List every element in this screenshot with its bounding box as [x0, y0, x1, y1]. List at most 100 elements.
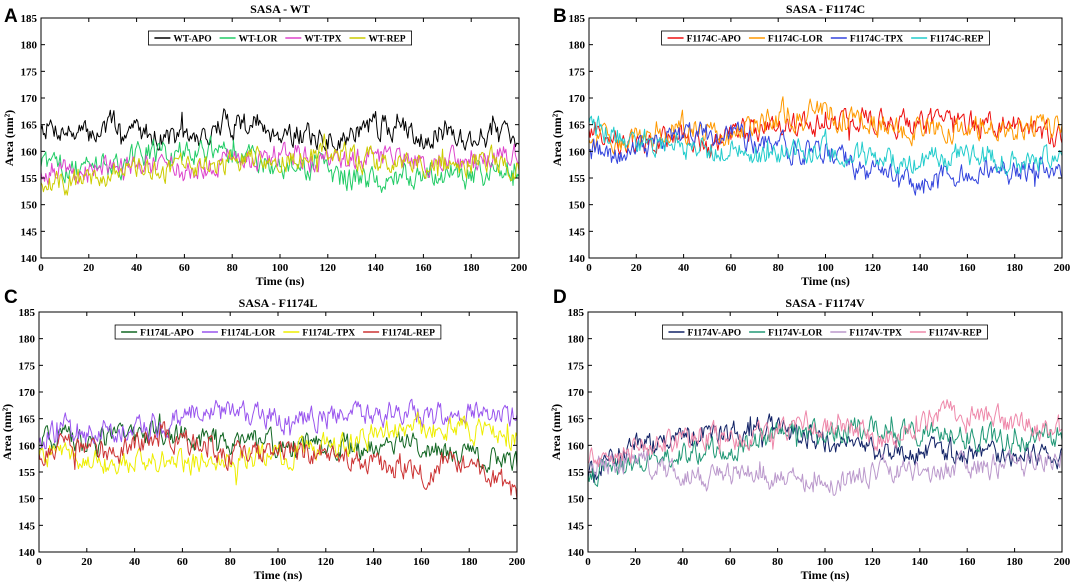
- y-tick-label: 165: [19, 414, 36, 426]
- y-tick-label: 175: [21, 66, 38, 78]
- y-tick-label: 145: [569, 226, 586, 238]
- y-tick-label: 155: [569, 173, 586, 185]
- series-line-f1174v-tpx: [588, 448, 1062, 496]
- x-tick-label: 20: [81, 556, 93, 568]
- series-group: [588, 399, 1062, 496]
- y-tick-label: 140: [19, 547, 36, 559]
- y-tick-label: 140: [568, 547, 585, 559]
- y-tick-label: 185: [568, 307, 585, 319]
- y-tick-label: 145: [21, 226, 38, 238]
- x-tick-label: 200: [1054, 556, 1071, 568]
- x-tick-label: 80: [225, 556, 237, 568]
- series-line-f1174c-lor: [589, 96, 1062, 155]
- y-axis-label: Area (nm²): [2, 110, 16, 166]
- y-tick-label: 165: [569, 120, 586, 132]
- legend-label: F1174C-TPX: [850, 35, 903, 45]
- legend-label: F1174V-REP: [929, 329, 982, 339]
- series-line-f1174l-lor: [39, 398, 517, 450]
- series-line-wt-rep: [41, 133, 519, 196]
- plot-frame: [587, 311, 1063, 553]
- y-tick-label: 170: [19, 387, 36, 399]
- series-group: [39, 398, 517, 501]
- x-tick-label: 160: [959, 262, 976, 274]
- x-tick-label: 0: [585, 556, 591, 568]
- y-tick-label: 160: [569, 146, 586, 158]
- y-tick-label: 160: [19, 440, 36, 452]
- x-tick-label: 160: [959, 556, 976, 568]
- x-tick-label: 160: [415, 262, 432, 274]
- legend-label: F1174C-LOR: [768, 35, 823, 45]
- legend-box: [661, 30, 990, 46]
- x-tick-label: 120: [318, 556, 335, 568]
- y-tick-label: 160: [568, 440, 585, 452]
- panel-title: SASA - F1174C: [786, 2, 865, 16]
- x-tick-label: 40: [678, 262, 690, 274]
- series-line-f1174c-rep: [589, 115, 1062, 176]
- series-line-wt-tpx: [41, 141, 519, 186]
- x-tick-label: 140: [367, 262, 384, 274]
- x-tick-label: 0: [586, 262, 592, 274]
- x-tick-label: 180: [463, 262, 480, 274]
- legend-label: F1174L-TPX: [302, 329, 355, 339]
- x-tick-label: 120: [320, 262, 337, 274]
- x-tick-label: 140: [912, 556, 929, 568]
- panel-d: D SASA - F1174V 0 20 40 60 80 100 120 140 160 180 20…: [549, 287, 1071, 582]
- y-tick-label: 145: [19, 520, 36, 532]
- legend: WT-APO WT-LOR WT-TPX WT-REP: [148, 30, 412, 46]
- x-tick-label: 20: [630, 556, 642, 568]
- legend-label: F1174V-TPX: [849, 329, 902, 339]
- x-tick-label: 60: [177, 556, 189, 568]
- x-tick-label: 0: [36, 556, 42, 568]
- legend-label: WT-LOR: [239, 35, 278, 45]
- y-axis-label: Area (nm²): [0, 404, 14, 460]
- y-tick-label: 155: [568, 467, 585, 479]
- legend-label: F1174L-LOR: [221, 329, 276, 339]
- x-tick-label: 40: [129, 556, 141, 568]
- y-tick-label: 160: [21, 146, 38, 158]
- x-tick-label: 100: [817, 556, 834, 568]
- y-tick-label: 185: [19, 307, 36, 319]
- y-tick-label: 185: [21, 13, 38, 25]
- y-axis-label: Area (nm²): [550, 110, 564, 166]
- x-tick-label: 80: [227, 262, 239, 274]
- y-tick-label: 150: [19, 494, 36, 506]
- x-tick-label: 100: [817, 262, 834, 274]
- legend-box: [662, 324, 988, 340]
- x-tick-label: 20: [631, 262, 643, 274]
- y-tick-label: 145: [568, 520, 585, 532]
- panel-a: A SASA - WT 0 20 40 60 80 100 120 140 160 180 200 140…: [2, 2, 528, 288]
- series-line-f1174v-apo: [588, 413, 1062, 483]
- x-tick-label: 60: [179, 262, 191, 274]
- y-axis-label: Area (nm²): [549, 404, 563, 460]
- legend: F1174C-APO F1174C-LOR F1174C-TPX F1174C-REP: [661, 30, 990, 46]
- y-tick-label: 155: [21, 173, 38, 185]
- x-tick-label: 20: [83, 262, 95, 274]
- y-tick-label: 150: [568, 494, 585, 506]
- legend-label: F1174L-APO: [140, 329, 194, 339]
- legend: F1174L-APO F1174L-LOR F1174L-TPX F1174L-REP: [114, 324, 442, 340]
- panel-letter: A: [4, 6, 18, 27]
- y-tick-label: 185: [569, 13, 586, 25]
- plot-frame: [40, 17, 520, 259]
- y-tick-label: 175: [569, 66, 586, 78]
- legend: F1174V-APO F1174V-LOR F1174V-TPX F1174V-REP: [662, 324, 988, 340]
- x-tick-label: 140: [365, 556, 382, 568]
- legend-box: [148, 30, 412, 46]
- x-tick-label: 180: [461, 556, 478, 568]
- legend-label: F1174V-LOR: [768, 329, 822, 339]
- x-tick-label: 40: [677, 556, 689, 568]
- legend-box: [114, 324, 442, 340]
- x-tick-label: 180: [1006, 556, 1023, 568]
- y-tick-label: 170: [569, 93, 586, 105]
- series-group: [589, 96, 1062, 196]
- y-tick-label: 155: [19, 467, 36, 479]
- x-tick-label: 80: [772, 556, 784, 568]
- series-line-wt-lor: [41, 135, 519, 193]
- y-tick-label: 180: [21, 40, 38, 52]
- x-tick-label: 180: [1006, 262, 1023, 274]
- series-line-f1174v-lor: [588, 415, 1062, 487]
- x-axis-label: Time (ns): [801, 568, 850, 582]
- y-tick-label: 150: [569, 200, 586, 212]
- panel-b: B SASA - F1174C 0 20 40 60 80 100 120 140 160 180 20…: [550, 2, 1071, 288]
